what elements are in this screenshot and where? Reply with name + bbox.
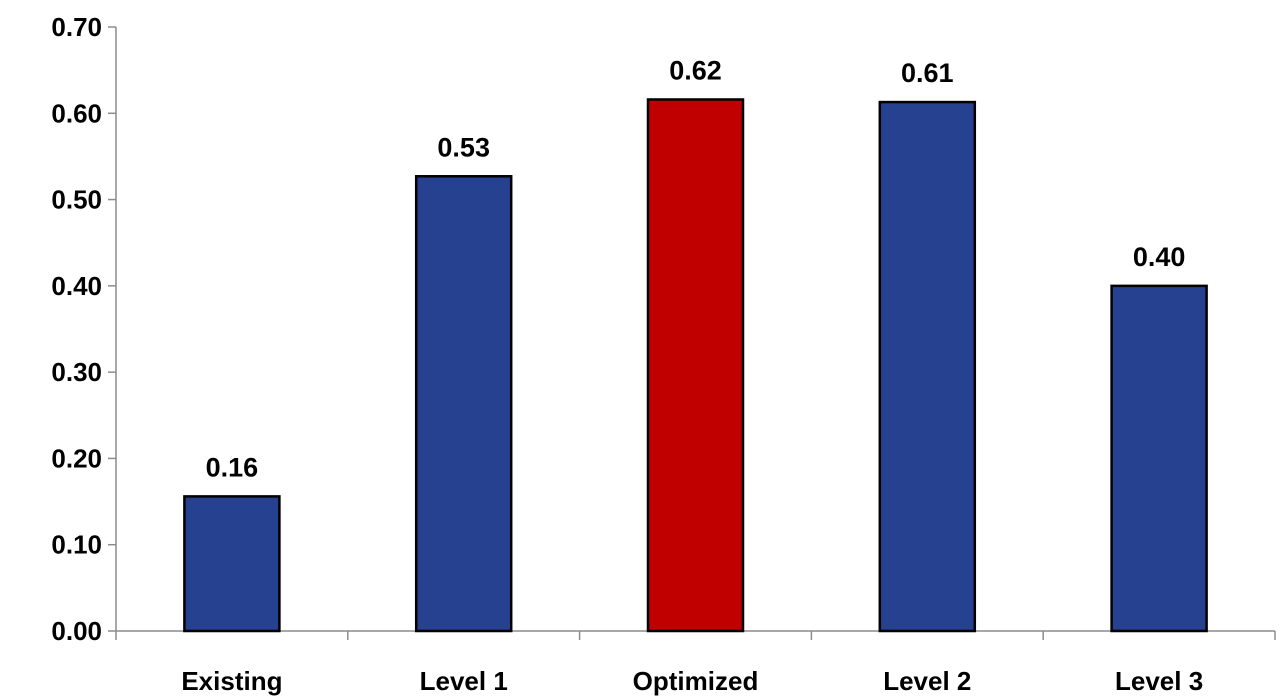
bar-value-label: 0.16 <box>206 452 259 482</box>
x-category-label: Level 3 <box>1115 666 1203 696</box>
bar-level-2 <box>878 100 977 633</box>
x-category-label: Level 1 <box>420 666 508 696</box>
data-labels: 0.16 0.53 0.62 0.61 0.40 <box>206 55 1186 482</box>
y-tick-label: 0.10 <box>51 530 102 560</box>
y-tick-label: 0.70 <box>51 12 102 42</box>
y-axis: 0.00 0.10 0.20 0.30 0.40 0.50 0.60 0.70 <box>51 12 117 646</box>
bar-value-label: 0.40 <box>1133 242 1186 272</box>
x-category-label: Level 2 <box>883 666 971 696</box>
bar-value-label: 0.61 <box>901 58 954 88</box>
x-category-label: Existing <box>181 666 282 696</box>
y-tick-label: 0.30 <box>51 357 102 387</box>
bar-existing <box>183 495 281 633</box>
y-tick-label: 0.40 <box>51 271 102 301</box>
x-axis: Existing Level 1 Optimized Level 2 Level 3 <box>115 630 1276 696</box>
y-tick-label: 0.00 <box>51 616 102 646</box>
y-tick-label: 0.50 <box>51 185 102 215</box>
y-tick-label: 0.60 <box>51 98 102 128</box>
bar-value-label: 0.53 <box>437 132 490 162</box>
bar-optimized <box>646 98 745 633</box>
x-category-label: Optimized <box>633 666 759 696</box>
bars <box>183 98 1208 633</box>
bar-level-3 <box>1110 284 1208 633</box>
bar-value-label: 0.62 <box>669 55 722 85</box>
y-tick-label: 0.20 <box>51 443 102 473</box>
bar-level-1 <box>414 175 513 633</box>
